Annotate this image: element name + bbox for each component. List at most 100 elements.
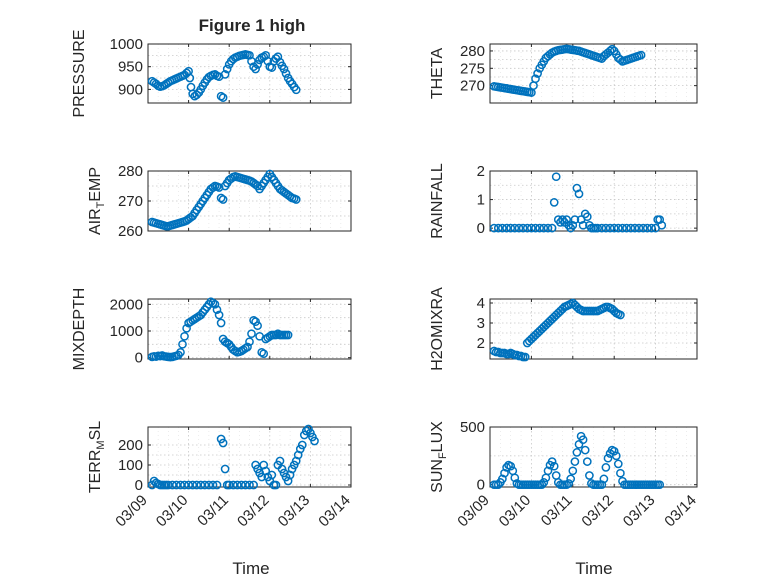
terrain-msl-point	[249, 480, 258, 490]
x-tick-label: 03/12	[578, 492, 617, 531]
rainfall-point	[502, 223, 511, 233]
terrain-msl-point	[301, 426, 311, 436]
terrain-msl-point	[196, 480, 206, 490]
terrain-msl-point	[224, 480, 234, 490]
y-tick-label: 200	[118, 437, 143, 454]
y-tick-label: 2000	[110, 296, 143, 313]
y-axis-label: MIXDEPTH	[71, 288, 88, 371]
pressure-point	[291, 85, 301, 95]
terrain-msl-point	[257, 472, 267, 482]
x-tick-label: 03/09	[454, 492, 493, 531]
rainfall-point	[547, 223, 557, 233]
air-temp-point	[208, 183, 218, 192]
x-axis-label-left: Time	[232, 559, 269, 578]
rainfall-point	[609, 223, 619, 233]
pressure-point	[185, 73, 195, 83]
theta-point	[531, 74, 540, 84]
pressure-point	[279, 64, 289, 74]
h2o-mixing-ratio-point	[616, 310, 625, 320]
rainfall-point	[535, 223, 545, 233]
terrain-msl-point	[232, 480, 242, 490]
rainfall-point	[605, 223, 615, 233]
sun-flux-point	[572, 448, 582, 457]
sun-flux-point	[601, 463, 611, 472]
terrain-msl-point	[192, 480, 202, 490]
x-tick-label: 03/09	[112, 492, 151, 531]
y-tick-label: 500	[460, 419, 485, 436]
theta-point	[616, 55, 625, 64]
axes-box	[489, 298, 698, 360]
x-tick-label: 03/10	[496, 492, 535, 531]
mixdepth-point	[245, 337, 254, 347]
rainfall-point	[514, 223, 524, 233]
air-temp-axes: 260 270 280 AIRTEMP	[87, 163, 352, 240]
terrain-msl-point	[245, 480, 254, 490]
rainfall-point	[568, 220, 578, 230]
y-axis-label: H2OMIXRA	[429, 287, 446, 371]
air-temp-point	[218, 195, 228, 204]
rainfall-point	[578, 220, 588, 230]
terrain-msl-point	[176, 480, 185, 490]
pressure-axes: 900 950 1000 PRESSURE	[71, 29, 352, 118]
terrain-msl-point	[180, 480, 189, 490]
sun-flux-point	[603, 453, 613, 463]
x-tick-label: 03/14	[315, 492, 354, 531]
axes-box	[147, 298, 352, 360]
terrain-msl-point	[200, 480, 210, 490]
mixdepth-axes: 0 1000 2000 MIXDEPTH	[71, 288, 352, 371]
terrain-msl-point	[208, 480, 218, 490]
pressure-point	[218, 93, 228, 102]
pressure-point	[188, 89, 198, 99]
sun-flux-point	[582, 457, 592, 466]
y-tick-label: 270	[460, 78, 485, 95]
terrain-msl-point	[172, 480, 181, 490]
sun-flux-point	[539, 478, 549, 487]
mixdepth-point	[180, 331, 189, 341]
sun-flux-point	[498, 474, 507, 484]
x-tick-label: 03/14	[661, 492, 700, 531]
h2o-mixing-ratio-point	[520, 352, 530, 362]
rainfall-point	[539, 223, 549, 233]
air-temp-point	[214, 183, 224, 192]
sun-flux-point	[578, 435, 588, 445]
y-axis-label: AIRTEMP	[87, 167, 107, 235]
rainfall-point	[510, 223, 520, 233]
pressure-point	[186, 82, 196, 92]
x-tick-label: 03/13	[275, 492, 314, 531]
sun-flux-point	[613, 459, 623, 469]
rainfall-point	[622, 223, 631, 233]
sun-flux-point	[609, 446, 619, 456]
pressure-point	[251, 64, 260, 74]
terrain-msl-point	[220, 464, 230, 474]
mixdepth-point	[182, 323, 191, 333]
mixdepth-point	[214, 310, 224, 320]
pressure-point	[263, 56, 273, 66]
axes-box	[489, 43, 698, 104]
y-axis-label: SUNFLUX	[429, 421, 449, 493]
y-tick-label: 280	[460, 43, 485, 60]
rainfall-point	[647, 223, 656, 233]
mixdepth-point	[283, 330, 293, 340]
air-temp-point	[291, 195, 301, 204]
rainfall-axes: 0 1 2 RAINFALL	[429, 163, 698, 239]
sun-flux-point	[574, 439, 584, 449]
sun-flux-point	[599, 474, 609, 484]
y-tick-label: 2	[477, 335, 485, 352]
y-tick-label: 100	[118, 457, 143, 474]
y-tick-label: 2	[477, 163, 485, 180]
y-tick-label: 0	[135, 477, 143, 494]
y-tick-label: 900	[118, 81, 143, 98]
terrain-msl-point	[184, 480, 193, 490]
sun-flux-point	[551, 471, 561, 480]
y-axis-label: RAINFALL	[429, 163, 446, 239]
rainfall-point	[543, 223, 553, 233]
pressure-point	[281, 69, 291, 78]
sun-flux-point	[549, 461, 559, 471]
pressure-point	[253, 60, 262, 69]
h2o-mixing-ratio-axes: 2 3 4 H2OMIXRA	[429, 287, 698, 371]
sun-flux-axes: 03/09 03/10 03/11 03/12 03/13 03/14 0 500 SUNFLU…	[429, 419, 700, 530]
terrain-msl-point	[297, 440, 307, 450]
rainfall-point	[531, 223, 540, 233]
sun-flux-point	[566, 474, 576, 484]
